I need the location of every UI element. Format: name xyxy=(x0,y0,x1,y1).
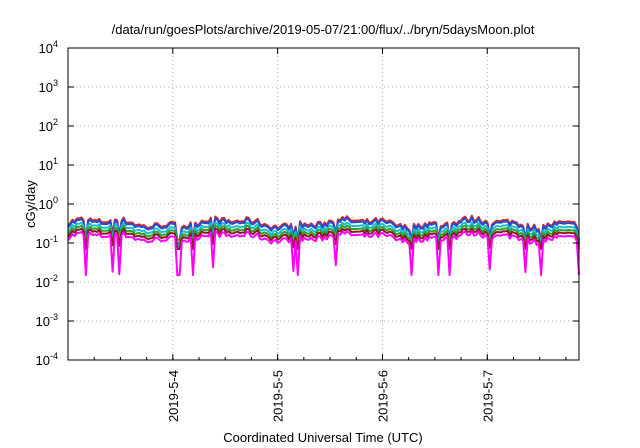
x-tick-label: 2019-5-4 xyxy=(166,370,181,422)
x-axis: 2019-5-4 2019-5-5 2019-5-6 2019-5-7 xyxy=(67,48,567,422)
x-axis-label: Coordinated Universal Time (UTC) xyxy=(223,430,422,445)
x-tick-label: 2019-5-7 xyxy=(480,370,495,422)
y-tick-label: 101 xyxy=(39,156,58,173)
chart-title: /data/run/goesPlots/archive/2019-05-07/2… xyxy=(112,22,535,37)
y-tick-label: 10-4 xyxy=(36,351,58,368)
plot-area xyxy=(68,48,579,360)
x-tick-label: 2019-5-5 xyxy=(271,370,286,422)
y-tick-label: 102 xyxy=(39,117,58,134)
series-line xyxy=(67,230,580,277)
series-line xyxy=(67,221,580,246)
y-tick-label: 10-3 xyxy=(36,312,58,329)
y-tick-label: 103 xyxy=(39,78,58,95)
y-tick-label: 100 xyxy=(39,195,58,212)
grid xyxy=(68,48,579,360)
x-tick-label: 2019-5-6 xyxy=(375,370,390,422)
y-tick-label: 10-2 xyxy=(36,273,58,290)
series-group xyxy=(67,214,580,277)
series-line xyxy=(67,224,580,248)
y-tick-label: 10-1 xyxy=(36,234,58,251)
y-axis: 10-4 10-3 10-2 10-1 100 101 102 103 104 xyxy=(36,39,579,368)
series-line xyxy=(67,227,580,250)
series-line xyxy=(67,216,580,244)
y-axis-label: cGy/day xyxy=(23,180,38,228)
y-tick-label: 104 xyxy=(39,39,58,56)
